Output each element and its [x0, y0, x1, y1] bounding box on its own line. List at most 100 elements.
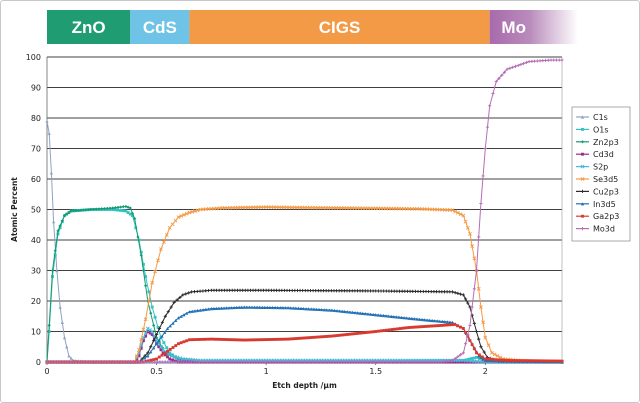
data-point	[485, 125, 490, 129]
data-point	[65, 345, 69, 349]
data-point	[119, 208, 123, 212]
data-point	[489, 350, 494, 355]
data-point	[453, 356, 457, 361]
data-point	[58, 226, 62, 230]
data-point	[467, 357, 471, 361]
legend-item-cu2p3: Cu2p3	[576, 187, 619, 196]
data-point	[258, 338, 262, 342]
data-point	[157, 338, 161, 342]
data-point	[156, 325, 160, 329]
data-point	[47, 323, 51, 327]
legend-marker	[580, 140, 585, 144]
data-point	[385, 328, 389, 332]
data-point	[494, 358, 498, 362]
data-point	[174, 344, 178, 348]
data-point	[91, 207, 96, 211]
data-point	[148, 331, 152, 335]
data-point	[168, 324, 172, 328]
legend-label: Zn2p3	[593, 138, 619, 147]
data-point	[480, 355, 484, 359]
data-point	[343, 333, 347, 337]
data-point	[146, 351, 150, 355]
series-c1s	[45, 119, 564, 364]
legend-item-mo3d: Mo3d	[576, 225, 615, 234]
data-point	[286, 337, 290, 341]
data-point	[489, 357, 493, 361]
legend-label: Ga2p3	[593, 212, 619, 221]
data-point	[121, 205, 125, 209]
data-point	[516, 63, 520, 67]
data-point	[356, 311, 360, 315]
data-point	[229, 306, 234, 310]
legend-label: Cu2p3	[593, 187, 619, 196]
data-point	[149, 311, 153, 315]
data-point	[47, 131, 51, 135]
data-point	[459, 325, 462, 329]
data-point	[535, 59, 539, 63]
data-point	[170, 222, 175, 227]
data-point	[397, 315, 401, 319]
data-point	[204, 307, 208, 311]
data-point	[338, 309, 342, 313]
data-point	[265, 305, 270, 310]
legend-marker	[580, 177, 585, 181]
y-tick-label: 50	[31, 206, 41, 215]
data-point	[351, 332, 354, 336]
data-point	[474, 329, 479, 334]
data-point	[309, 336, 313, 339]
data-point	[340, 309, 344, 313]
data-point	[225, 338, 228, 341]
data-point	[379, 329, 383, 333]
data-point	[188, 338, 191, 342]
data-point	[240, 305, 244, 309]
data-point	[448, 320, 452, 324]
data-point	[58, 305, 62, 309]
legend-marker	[580, 202, 585, 206]
data-point	[113, 206, 117, 210]
data-point	[393, 327, 397, 331]
data-point	[450, 323, 454, 327]
data-point	[505, 67, 509, 71]
data-point	[164, 232, 169, 237]
data-point	[196, 338, 200, 341]
data-point	[483, 146, 487, 151]
data-point	[422, 325, 426, 328]
data-point	[534, 359, 538, 363]
data-point	[149, 345, 153, 349]
data-point	[322, 308, 326, 312]
legend-marker	[580, 115, 585, 119]
data-point	[477, 235, 481, 239]
data-point	[139, 250, 143, 254]
data-point	[144, 359, 148, 363]
y-tick-label: 100	[26, 53, 41, 62]
data-point	[479, 345, 483, 349]
data-point	[69, 356, 73, 360]
data-point	[247, 305, 251, 309]
data-point	[429, 324, 433, 328]
data-point	[283, 306, 288, 310]
data-point	[472, 347, 476, 351]
data-point	[450, 208, 455, 213]
data-point	[461, 351, 465, 355]
data-point	[468, 231, 472, 236]
data-point	[159, 247, 163, 252]
series-o1s	[45, 208, 564, 364]
data-point	[144, 275, 148, 279]
data-point	[376, 313, 380, 317]
data-point	[541, 59, 545, 63]
data-point	[438, 319, 442, 323]
data-point	[150, 280, 155, 285]
data-point	[171, 358, 175, 362]
layer-label-cds: CdS	[143, 18, 177, 37]
data-point	[491, 92, 495, 96]
data-point	[539, 359, 543, 363]
layer-label-mo: Mo	[501, 18, 526, 37]
data-point	[369, 330, 373, 334]
data-point	[466, 332, 470, 337]
data-point	[97, 207, 101, 211]
data-point	[53, 249, 57, 253]
data-point	[475, 355, 478, 359]
data-point	[206, 288, 211, 293]
data-point	[58, 224, 62, 228]
data-point	[255, 305, 259, 309]
